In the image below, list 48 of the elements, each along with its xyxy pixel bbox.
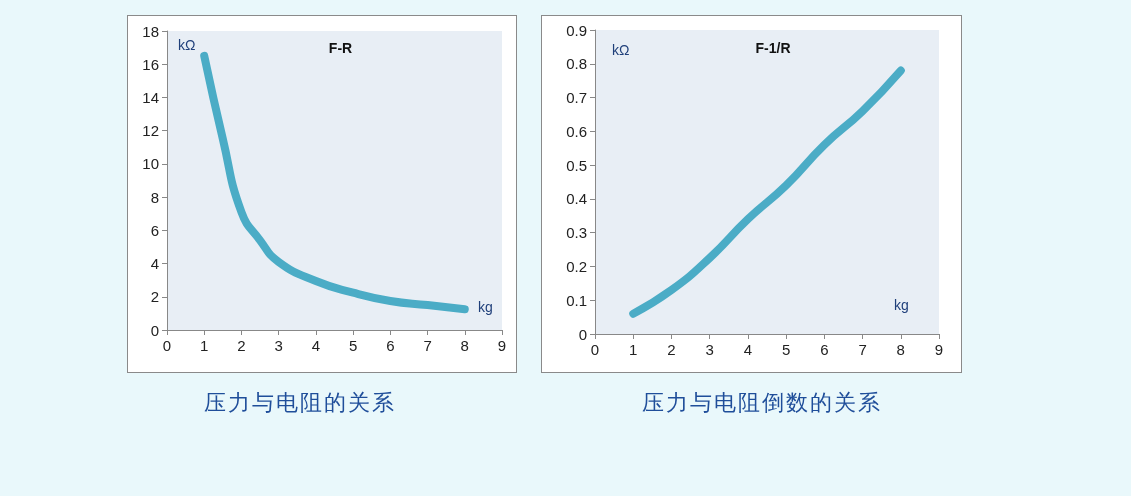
y-tick-label: 0 [150,321,159,339]
y-axis-title: kΩ [178,37,196,53]
x-axis-title: kg [478,299,493,315]
x-tick-label: 9 [934,341,944,358]
x-tick-label: 0 [162,337,172,354]
text: 压力与电阻倒数的关系 [641,389,883,417]
y-tick-label: 0.1 [566,291,587,309]
x-tick-label: 5 [348,337,358,354]
x-tick-label: 3 [274,337,283,354]
x-tick-label: 6 [386,337,395,354]
x-tick-label: 9 [497,337,507,354]
y-tick-label: 16 [142,55,159,73]
y-tick-label: 0.8 [566,55,587,73]
y-tick-label: 8 [150,188,159,206]
x-tick-label: 2 [237,337,246,354]
y-tick-label: 0 [578,325,587,343]
x-tick-label: 5 [781,341,791,358]
x-tick-label: 7 [858,341,867,358]
x-axis-title: kg [894,297,909,313]
text: 压力与电阻的关系 [203,389,397,417]
text: F-1/R [755,40,791,56]
x-tick-label: 2 [667,341,676,358]
y-tick-label: 4 [150,255,159,273]
y-tick-label: 0.5 [566,156,587,174]
y-axis-title: kΩ [612,42,630,58]
x-tick-label: 8 [460,337,469,354]
x-tick-label: 8 [896,341,905,358]
x-tick-label: 7 [423,337,432,354]
x-tick-label: 1 [200,337,209,354]
x-tick-label: 4 [311,337,321,354]
y-tick-label: 0.4 [566,190,587,208]
y-tick-label: 14 [142,88,159,106]
y-tick-label: 10 [142,155,159,173]
y-tick-label: 0.2 [566,257,587,275]
x-tick-label: 0 [590,341,600,358]
y-tick-label: 12 [142,122,159,140]
x-tick-label: 6 [820,341,829,358]
y-tick-label: 6 [150,221,159,239]
y-tick-label: 0.6 [566,122,587,140]
x-tick-label: 1 [629,341,638,358]
y-tick-label: 0.7 [566,89,587,107]
text: F-R [328,40,353,56]
x-tick-label: 4 [743,341,753,358]
y-tick-label: 0.9 [566,21,587,39]
x-tick-label: 3 [705,341,714,358]
y-tick-label: 2 [150,288,159,306]
y-tick-label: 0.3 [566,224,587,242]
y-tick-label: 18 [142,22,159,40]
